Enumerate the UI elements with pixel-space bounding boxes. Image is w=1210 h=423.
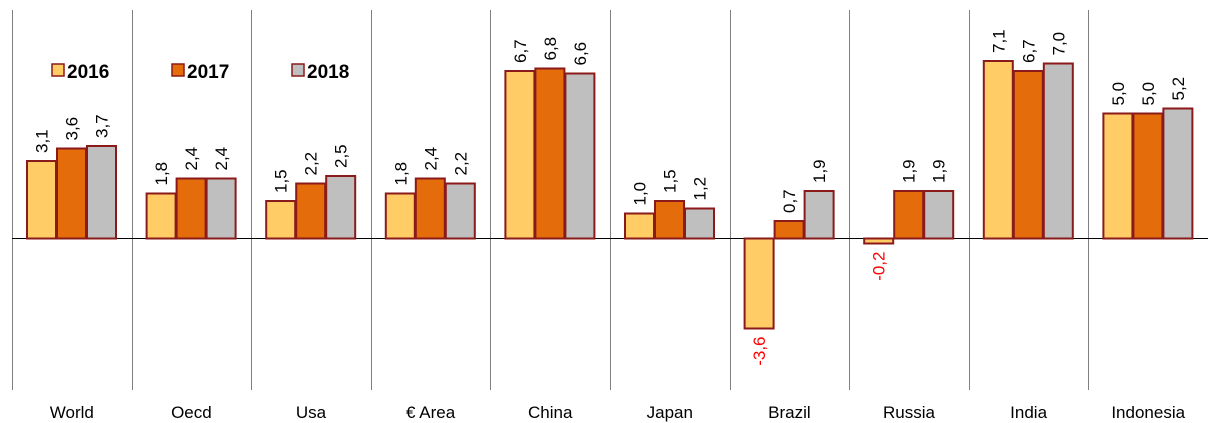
bar-2017-russia xyxy=(893,190,925,240)
bar-2018-world xyxy=(86,145,117,240)
legend-swatch-2017 xyxy=(171,63,185,77)
category-label: World xyxy=(50,403,94,422)
bar-2017-india xyxy=(1012,70,1044,240)
value-label-2017-china: 6,8 xyxy=(541,37,560,61)
bar-2016-area xyxy=(384,192,416,240)
bar-2018-brazil xyxy=(803,190,835,240)
category-label: Japan xyxy=(647,403,693,422)
value-label-2017-usa: 2,2 xyxy=(302,152,321,176)
value-label-2016-world: 3,1 xyxy=(33,129,52,153)
bar-2016-indonesia xyxy=(1102,112,1134,240)
legend-swatch-2016 xyxy=(51,63,65,77)
bars-group xyxy=(26,60,1194,330)
bar-2016-india xyxy=(982,60,1014,240)
value-label-2017-area: 2,4 xyxy=(421,147,440,171)
value-label-2017-world: 3,6 xyxy=(63,117,82,141)
value-labels-group: 3,1 3,6 3,7 1,8 2,4 2,4 1,5 2,2 2,5 1,8 2,4 2,2 6,7 6… xyxy=(33,29,1188,365)
value-label-2016-china: 6,7 xyxy=(511,39,530,63)
bar-2018-india xyxy=(1042,62,1074,240)
category-label: China xyxy=(528,403,573,422)
bar-2018-japan xyxy=(684,207,715,240)
value-label-2018-india: 7,0 xyxy=(1049,32,1068,56)
category-label: Usa xyxy=(296,403,327,422)
bar-2017-china xyxy=(534,67,566,240)
value-label-2017-japan: 1,5 xyxy=(661,169,680,193)
value-label-2016-oecd: 1,8 xyxy=(152,162,171,186)
category-separators xyxy=(12,10,1089,390)
value-label-2018-indonesia: 5,2 xyxy=(1169,77,1188,101)
bar-2017-usa xyxy=(295,182,327,240)
category-label: Oecd xyxy=(171,403,212,422)
bar-2016-russia xyxy=(863,237,895,245)
value-label-2018-usa: 2,5 xyxy=(332,144,351,168)
legend-swatch-2018 xyxy=(291,63,305,77)
value-label-2018-world: 3,7 xyxy=(93,114,112,138)
bar-2017-indonesia xyxy=(1132,112,1164,240)
bar-2018-indonesia xyxy=(1162,107,1194,240)
legend-label-2018: 2018 xyxy=(307,62,349,83)
bar-2016-brazil xyxy=(743,237,775,330)
bar-2018-oecd xyxy=(205,177,237,240)
bar-2018-area xyxy=(444,182,476,240)
category-label: € Area xyxy=(406,403,456,422)
value-label-2018-oecd: 2,4 xyxy=(212,147,231,171)
legend-label-2017: 2017 xyxy=(187,62,229,83)
bar-2017-japan xyxy=(654,200,685,240)
value-label-2016-japan: 1,0 xyxy=(631,182,650,206)
value-label-2018-japan: 1,2 xyxy=(691,177,710,201)
bar-2017-oecd xyxy=(175,177,207,240)
value-label-2017-russia: 1,9 xyxy=(900,159,919,183)
category-labels-group: World Oecd Usa € Area China Japan Brazil Russia… xyxy=(50,403,1186,422)
value-label-2016-russia: -0,2 xyxy=(870,252,889,281)
legend-label-2016: 2016 xyxy=(67,62,109,83)
bar-2018-usa xyxy=(325,175,357,240)
bar-2016-usa xyxy=(265,200,297,240)
value-label-2017-brazil: 0,7 xyxy=(780,189,799,213)
value-label-2016-india: 7,1 xyxy=(989,29,1008,53)
bar-2018-china xyxy=(564,72,596,240)
value-label-2016-brazil: -3,6 xyxy=(750,337,769,366)
value-label-2016-area: 1,8 xyxy=(391,162,410,186)
value-label-2018-china: 6,6 xyxy=(571,42,590,66)
bar-2016-oecd xyxy=(145,192,177,240)
category-label: Indonesia xyxy=(1111,403,1185,422)
bar-2017-world xyxy=(56,147,87,240)
bar-2018-russia xyxy=(923,190,955,240)
value-label-2018-area: 2,2 xyxy=(451,152,470,176)
bar-2016-china xyxy=(504,70,536,240)
bar-2017-brazil xyxy=(773,220,805,240)
bar-2017-area xyxy=(414,177,446,240)
value-label-2018-russia: 1,9 xyxy=(930,159,949,183)
value-label-2018-brazil: 1,9 xyxy=(810,159,829,183)
category-label: India xyxy=(1010,403,1047,422)
value-label-2016-usa: 1,5 xyxy=(272,169,291,193)
value-label-2017-oecd: 2,4 xyxy=(182,147,201,171)
category-label: Brazil xyxy=(768,403,811,422)
value-label-2016-indonesia: 5,0 xyxy=(1109,82,1128,106)
bar-2016-japan xyxy=(624,212,655,240)
legend: 2016 2017 2018 xyxy=(51,62,349,83)
category-label: Russia xyxy=(883,403,936,422)
value-label-2017-indonesia: 5,0 xyxy=(1139,82,1158,106)
bar-2016-world xyxy=(26,160,57,240)
value-label-2017-india: 6,7 xyxy=(1019,39,1038,63)
